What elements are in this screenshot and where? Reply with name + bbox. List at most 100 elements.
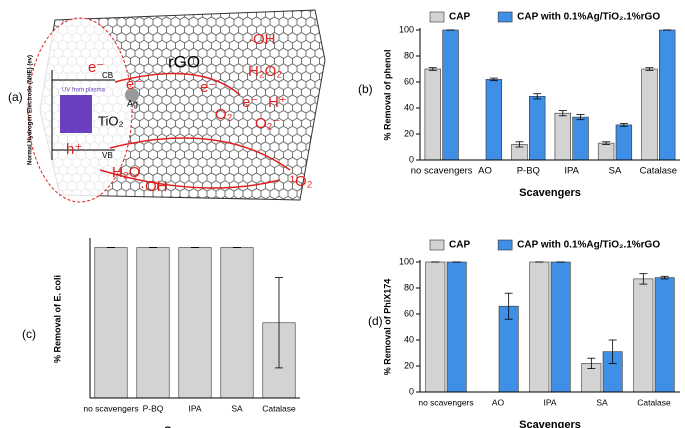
species: e⁻ xyxy=(200,79,216,96)
species: e⁻ xyxy=(242,94,258,111)
y-axis-label: % Removal of PhiX174 xyxy=(382,279,392,376)
bar xyxy=(94,247,128,399)
x-tick-label: no scavengers xyxy=(418,397,473,407)
error-bar xyxy=(619,123,628,127)
x-tick-label: no scavengers xyxy=(83,403,138,413)
y-axis-label: % Removal of phenol xyxy=(382,49,392,140)
bar xyxy=(615,124,633,161)
vb-label: VB xyxy=(102,151,113,160)
x-tick-label: IPA xyxy=(543,397,556,407)
species: H⁺ xyxy=(268,94,287,111)
arrows xyxy=(99,72,291,189)
x-tick-label: SA xyxy=(596,397,608,407)
bar xyxy=(485,79,503,161)
y-tick-label: 40 xyxy=(404,334,414,344)
x-axis-label: Scavengers xyxy=(519,419,581,428)
cb-label: CB xyxy=(102,71,113,80)
species: H₂O xyxy=(112,164,140,181)
species: e⁻ xyxy=(126,76,142,93)
y-tick-label: 0 xyxy=(409,386,414,396)
panel-label: (a) xyxy=(8,90,23,104)
error-bar xyxy=(645,67,654,71)
x-tick-label: SA xyxy=(231,403,243,413)
x-axis-label: Scavengers xyxy=(519,187,581,199)
inset-label: UV from plasma xyxy=(62,88,106,94)
species: h⁺ xyxy=(66,141,82,158)
species: O₂⁻ xyxy=(255,115,280,132)
error-bar xyxy=(428,67,437,71)
bar xyxy=(659,29,676,161)
error-bar xyxy=(576,114,585,121)
x-tick-label: Catalase xyxy=(640,166,678,177)
bar xyxy=(136,247,170,399)
y-tick-label: 60 xyxy=(404,76,414,86)
legend-label: CAP xyxy=(449,240,470,251)
species: ·OH xyxy=(140,178,168,195)
y-tick-label: 20 xyxy=(404,128,414,138)
panel-label: (c) xyxy=(22,327,36,341)
x-tick-label: P-BQ xyxy=(143,403,164,413)
error-bar xyxy=(639,273,648,285)
y-tick-label: 20 xyxy=(404,360,414,370)
x-tick-label: SA xyxy=(609,166,622,177)
rgo-label: rGO xyxy=(168,52,200,71)
error-bar xyxy=(489,77,498,82)
y-tick-label: 40 xyxy=(404,102,414,112)
species: e⁻ xyxy=(88,59,104,76)
species: O₂ xyxy=(215,106,233,123)
x-tick-label: AO xyxy=(492,397,505,407)
legend-label: CAP xyxy=(449,12,470,23)
y-tick-label: 80 xyxy=(404,282,414,292)
species: ¹O₂ xyxy=(290,173,313,190)
bar xyxy=(424,68,441,161)
error-bar xyxy=(515,141,524,148)
axis-label: Normal Hydrogen Electrode (NHE) (ev) xyxy=(28,55,34,165)
ag-particle xyxy=(125,88,139,102)
bar xyxy=(554,112,571,161)
x-tick-label: Catalase xyxy=(637,397,671,407)
error-bar xyxy=(504,292,513,320)
legend-swatch xyxy=(429,11,445,23)
bar xyxy=(425,261,446,393)
error-bar xyxy=(608,339,617,364)
bar xyxy=(597,142,615,161)
y-tick-label: 0 xyxy=(409,154,414,164)
bar xyxy=(178,247,212,399)
panel-label: (b) xyxy=(358,82,373,96)
x-axis-label: Scavengers xyxy=(164,425,226,428)
y-tick-label: 60 xyxy=(404,308,414,318)
error-bar xyxy=(587,357,596,370)
y-tick-label: 100 xyxy=(399,256,414,266)
error-bar xyxy=(533,93,542,100)
legend-swatch xyxy=(429,239,445,251)
error-bar xyxy=(660,275,669,280)
bar xyxy=(529,261,550,393)
tio2-label: TiO₂ xyxy=(98,113,124,128)
y-tick-label: 80 xyxy=(404,50,414,60)
bar xyxy=(550,261,571,393)
error-bar xyxy=(275,277,283,369)
bar xyxy=(633,278,654,393)
x-tick-label: IPA xyxy=(188,403,201,413)
y-axis-label: % Removal of E. coli xyxy=(52,275,62,363)
legend-swatch xyxy=(497,239,513,251)
legend-swatch xyxy=(497,11,513,23)
bar xyxy=(442,29,459,161)
x-tick-label: AO xyxy=(478,166,492,177)
bar xyxy=(446,261,467,393)
legend-label: CAP with 0.1%Ag/TiO₂.1%rGO xyxy=(517,12,660,23)
legend-label: CAP with 0.1%Ag/TiO₂.1%rGO xyxy=(517,240,660,251)
species: H₂O₂ xyxy=(248,63,282,80)
bar xyxy=(220,247,254,399)
error-bar xyxy=(602,141,611,145)
x-tick-label: IPA xyxy=(564,166,579,177)
x-tick-label: P-BQ xyxy=(517,166,540,177)
y-tick-label: 100 xyxy=(399,24,414,34)
error-bar xyxy=(558,110,567,117)
diagram: (a) Normal Hydrogen Electrode (NHE) (ev)… xyxy=(8,9,326,203)
bar xyxy=(572,116,589,161)
x-tick-label: Catalase xyxy=(262,403,296,413)
bar xyxy=(641,68,658,161)
panel-label: (d) xyxy=(368,314,383,328)
